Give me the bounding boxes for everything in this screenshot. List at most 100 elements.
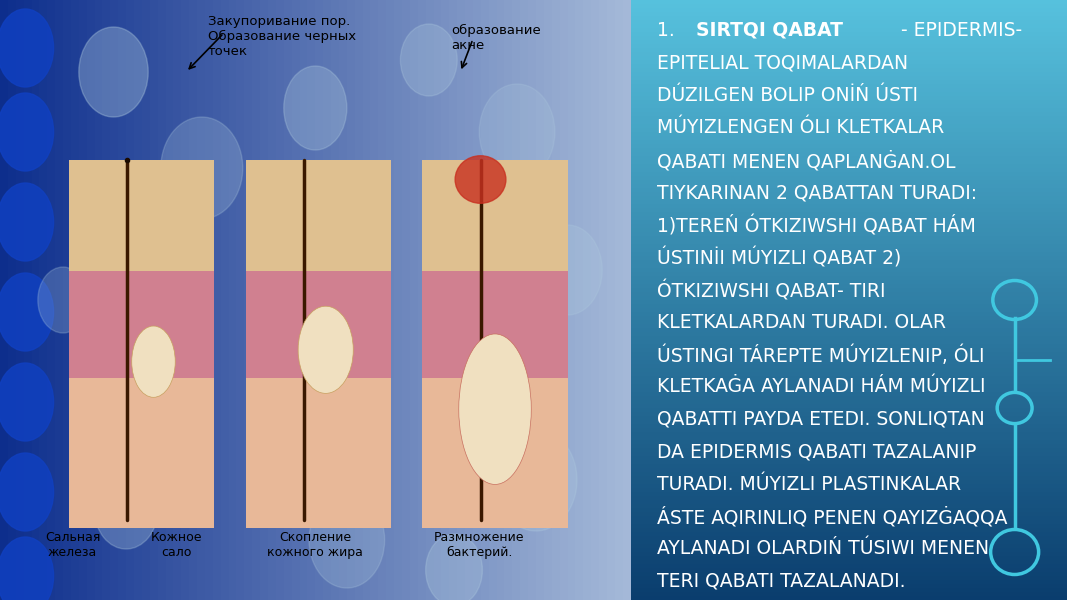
Bar [607, 0, 615, 600]
Bar [631, 268, 1067, 272]
Bar [126, 0, 134, 600]
Text: 1.: 1. [657, 21, 681, 40]
Bar [631, 532, 1067, 536]
Bar [370, 0, 379, 600]
Bar [631, 380, 1067, 384]
Text: DA EPIDERMIS QABATI TAZALANIP: DA EPIDERMIS QABATI TAZALANIP [657, 442, 976, 461]
Bar [631, 208, 1067, 212]
Bar [631, 456, 1067, 460]
Bar [631, 140, 1067, 144]
Bar [631, 36, 1067, 40]
Bar [631, 280, 1067, 284]
Ellipse shape [459, 334, 531, 484]
Bar [631, 492, 1067, 496]
Bar [473, 0, 481, 600]
Bar [631, 384, 1067, 388]
Bar [631, 76, 1067, 80]
Bar [631, 480, 1067, 484]
Bar [631, 436, 1067, 440]
Bar [631, 284, 1067, 288]
Bar [339, 0, 347, 600]
Bar [631, 44, 1067, 48]
Bar [0, 0, 7, 600]
Ellipse shape [0, 93, 53, 171]
Bar [23, 0, 32, 600]
Bar [631, 16, 1067, 20]
Bar [363, 0, 370, 600]
Bar [631, 400, 1067, 404]
Bar [70, 0, 79, 600]
Bar [631, 568, 1067, 572]
Bar [631, 336, 1067, 340]
Bar [442, 0, 449, 600]
Bar [631, 184, 1067, 188]
Bar [631, 128, 1067, 132]
Bar [631, 300, 1067, 304]
Bar [55, 0, 63, 600]
Bar [291, 0, 300, 600]
Bar [110, 0, 118, 600]
Bar [631, 48, 1067, 52]
Bar [591, 0, 599, 600]
Ellipse shape [309, 492, 385, 588]
Bar [631, 352, 1067, 356]
Bar [354, 0, 363, 600]
Bar [631, 540, 1067, 544]
Bar [69, 160, 214, 278]
Bar [631, 304, 1067, 308]
Bar [631, 524, 1067, 528]
Bar [631, 308, 1067, 312]
Bar [423, 160, 568, 278]
Text: KLETKAĠA AYLANADI HÁM MÚYIZLI: KLETKAĠA AYLANADI HÁM MÚYIZLI [657, 377, 985, 397]
Ellipse shape [0, 363, 53, 441]
Bar [69, 271, 214, 377]
Bar [631, 424, 1067, 428]
Bar [631, 24, 1067, 28]
Bar [631, 40, 1067, 44]
Bar [102, 0, 110, 600]
Bar [631, 500, 1067, 504]
Bar [631, 228, 1067, 232]
Bar [631, 488, 1067, 492]
Bar [631, 200, 1067, 204]
Bar [631, 288, 1067, 292]
Text: - EPIDERMIS-: - EPIDERMIS- [902, 21, 1022, 40]
Bar [631, 448, 1067, 452]
Ellipse shape [284, 66, 347, 150]
Text: TERI QABATI TAZALANADI.: TERI QABATI TAZALANADI. [657, 572, 905, 591]
Bar [631, 508, 1067, 512]
Text: QABATTI PAYDA ETEDI. SONLIQTAN: QABATTI PAYDA ETEDI. SONLIQTAN [657, 410, 985, 429]
Bar [205, 0, 212, 600]
Bar [631, 548, 1067, 552]
Bar [631, 372, 1067, 376]
Bar [457, 0, 465, 600]
Bar [631, 172, 1067, 176]
Bar [245, 377, 391, 528]
Bar [631, 240, 1067, 244]
Bar [631, 132, 1067, 136]
Bar [134, 0, 142, 600]
Bar [165, 0, 174, 600]
Bar [631, 412, 1067, 416]
Bar [631, 320, 1067, 324]
Bar [505, 0, 512, 600]
Bar [221, 0, 228, 600]
Text: MÚYIZLENGEN ÓLI KLETKALAR: MÚYIZLENGEN ÓLI KLETKALAR [657, 118, 944, 137]
Bar [631, 580, 1067, 584]
Bar [69, 377, 214, 528]
Bar [347, 0, 354, 600]
Bar [631, 476, 1067, 480]
Bar [237, 0, 244, 600]
Ellipse shape [79, 27, 148, 117]
Bar [142, 0, 149, 600]
Bar [47, 0, 55, 600]
Bar [496, 0, 505, 600]
Bar [560, 0, 568, 600]
Bar [426, 0, 433, 600]
Bar [631, 144, 1067, 148]
Bar [631, 216, 1067, 220]
Bar [631, 408, 1067, 412]
Ellipse shape [479, 84, 555, 180]
Bar [631, 108, 1067, 112]
Bar [631, 544, 1067, 548]
